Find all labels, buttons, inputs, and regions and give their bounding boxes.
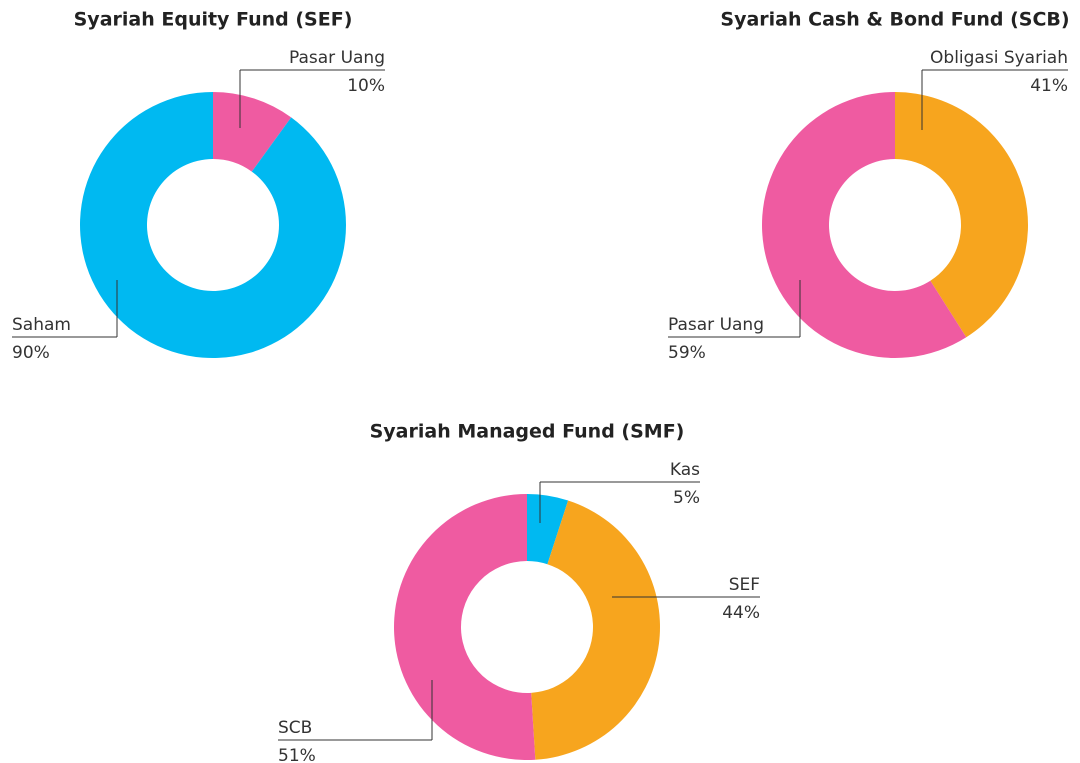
- slice-value-label: 59%: [668, 343, 706, 363]
- slice-value-label: 51%: [278, 746, 316, 763]
- slice-label: Pasar Uang: [668, 315, 764, 335]
- donut-slice: [394, 494, 536, 760]
- slice-value-label: 10%: [347, 76, 385, 96]
- donut-slice: [762, 92, 967, 358]
- donut-slice: [527, 494, 569, 565]
- donut-slice: [213, 92, 292, 172]
- donut-slice: [80, 92, 347, 358]
- donut-slice: [895, 91, 1029, 338]
- slice-value-label: 90%: [12, 343, 50, 363]
- chart-title: Syariah Equity Fund (SEF): [74, 9, 353, 31]
- slice-value-label: 41%: [1030, 76, 1068, 96]
- donut-slice: [531, 500, 660, 760]
- slice-label: SCB: [278, 718, 312, 738]
- chart-title: Syariah Cash & Bond Fund (SCB): [720, 9, 1069, 31]
- slice-label: SEF: [729, 575, 760, 595]
- slice-label: Obligasi Syariah: [930, 48, 1068, 68]
- slice-label: Saham: [12, 315, 71, 335]
- chart-title: Syariah Managed Fund (SMF): [370, 421, 685, 443]
- slice-label: Pasar Uang: [289, 48, 385, 68]
- slice-label: Kas: [670, 460, 700, 480]
- slice-value-label: 5%: [673, 488, 700, 508]
- slice-value-label: 44%: [722, 603, 760, 623]
